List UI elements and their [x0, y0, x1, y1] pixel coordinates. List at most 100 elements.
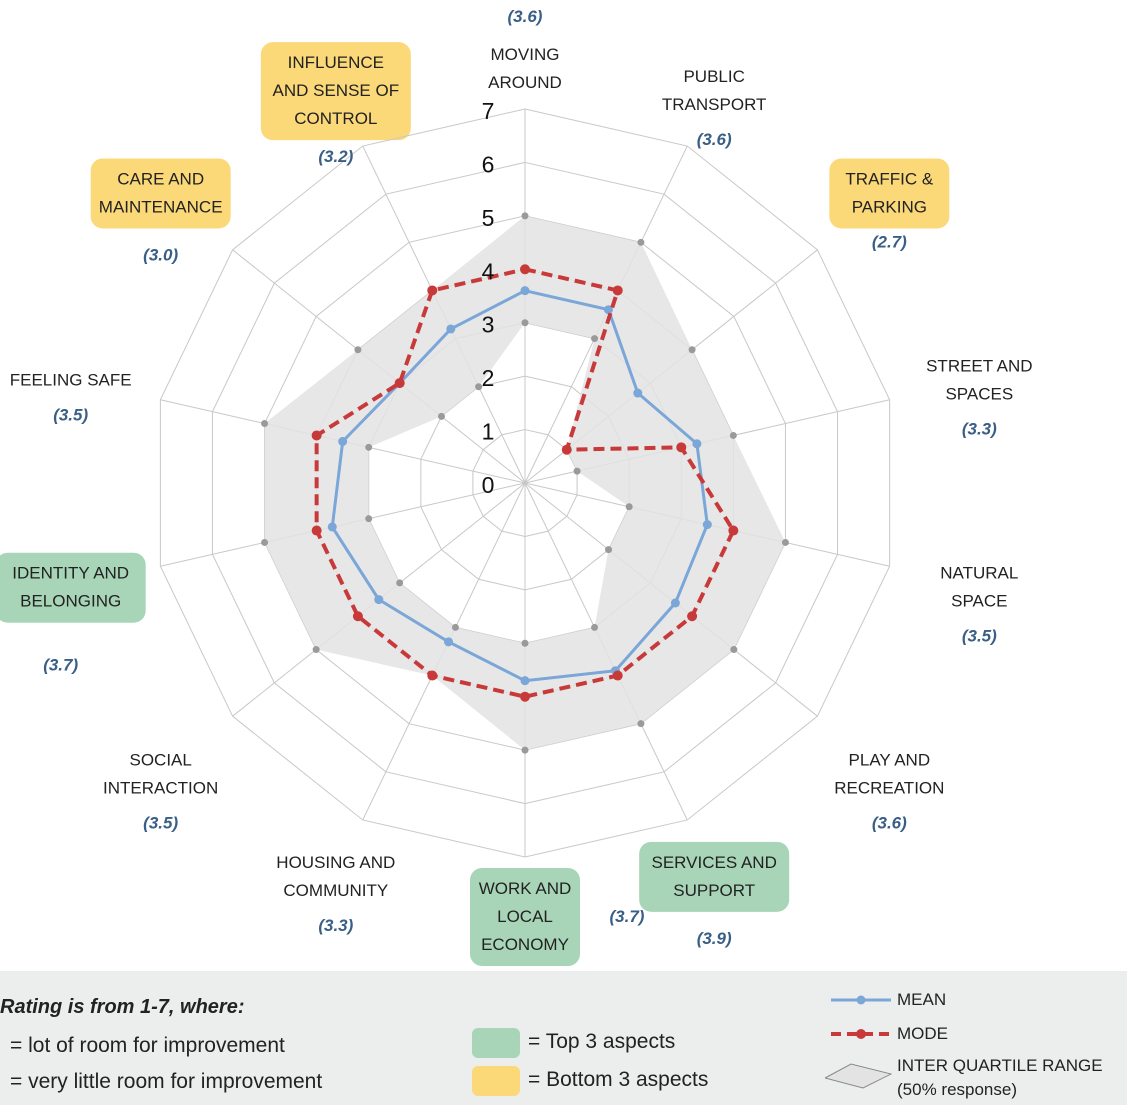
bottom3-highlight-box	[829, 158, 950, 229]
iqr-legend-text-1: INTER QUARTILE RANGE	[897, 1056, 1103, 1075]
iqr-lower-point	[591, 623, 599, 631]
category-label: INTERACTION	[103, 779, 218, 798]
iqr-lower-point	[625, 503, 633, 511]
iqr-upper-point	[521, 212, 529, 220]
top3-highlight-box	[470, 868, 580, 966]
mean-legend-marker	[856, 995, 866, 1005]
category-score: (3.6)	[508, 7, 543, 26]
axis-tick-label: 4	[482, 258, 495, 284]
category-label: AND SENSE OF	[273, 81, 400, 100]
mode-point	[520, 691, 530, 702]
iqr-upper-point	[729, 431, 737, 439]
mode-point	[687, 611, 698, 622]
top3-swatch	[472, 1028, 520, 1058]
iqr-upper-point	[637, 238, 645, 246]
category-label: NATURAL	[940, 564, 1018, 583]
category-label: TRAFFIC &	[845, 169, 933, 188]
mean-point	[327, 522, 337, 532]
iqr-lower-point	[365, 515, 373, 523]
rating-scale-title: Rating is from 1-7, where:	[0, 996, 245, 1018]
category-label: SUPPORT	[673, 881, 755, 900]
axis-tick-label: 0	[482, 472, 495, 498]
category-score: (3.3)	[962, 419, 997, 438]
mode-point	[520, 264, 530, 275]
category-label: SPACE	[951, 592, 1007, 611]
mode-point	[561, 444, 572, 455]
iqr-lower-point	[475, 383, 483, 391]
rating-high-text: = very little room for improvement	[10, 1070, 323, 1093]
mode-point	[728, 525, 739, 536]
category-score: (3.5)	[143, 814, 178, 833]
category-label: SOCIAL	[129, 751, 191, 770]
mean-point	[338, 436, 348, 446]
mean-legend-text: MEAN	[897, 990, 947, 1009]
category-label: BELONGING	[20, 592, 121, 611]
axis-tick-label: 5	[482, 205, 495, 231]
category-score: (3.5)	[53, 405, 88, 424]
iqr-legend-swatch	[825, 1063, 893, 1089]
category-label: RECREATION	[834, 779, 944, 798]
mode-legend-text: MODE	[897, 1024, 948, 1043]
top3-legend-text: = Top 3 aspects	[528, 1030, 676, 1053]
category-label: MAINTENANCE	[99, 197, 223, 216]
category-label: ECONOMY	[481, 935, 569, 954]
iqr-legend-text-2: (50% response)	[897, 1080, 1018, 1099]
iqr-lower-point	[365, 443, 373, 451]
category-label: PARKING	[852, 197, 927, 216]
mean-point	[444, 637, 454, 647]
category-label: SPACES	[945, 384, 1013, 403]
mode-point	[676, 442, 687, 453]
bottom3-swatch	[472, 1066, 520, 1096]
category-label: INFLUENCE	[288, 53, 384, 72]
iqr-upper-point	[730, 646, 738, 654]
axis-tick-label: 3	[482, 312, 495, 338]
mean-point	[670, 598, 680, 608]
iqr-upper-point	[521, 746, 529, 754]
axis-tick-label: 2	[482, 365, 495, 391]
category-label: PUBLIC	[683, 67, 744, 86]
top3-highlight-box	[0, 552, 146, 623]
iqr-lower-point	[521, 639, 529, 647]
category-label: CARE AND	[117, 169, 204, 188]
radar-chart: 0 1 2 3 4 5 6 7 MOVING AROUND (3.6) PUBLIC TRANSPOR…	[0, 7, 1033, 966]
category-score: (3.9)	[697, 929, 732, 948]
category-score: (3.6)	[697, 130, 732, 149]
mean-point	[603, 305, 613, 315]
category-label: AROUND	[488, 73, 562, 92]
category-label: LOCAL	[497, 907, 553, 926]
category-label: FEELING SAFE	[10, 370, 132, 389]
rating-low-text: = lot of room for improvement	[10, 1034, 285, 1057]
series-legend-markers	[825, 995, 893, 1089]
mode-point	[352, 611, 363, 622]
category-score: (3.7)	[610, 907, 645, 926]
iqr-upper-point	[312, 646, 320, 654]
category-label: CONTROL	[294, 109, 377, 128]
axis-tick-label: 1	[482, 419, 495, 445]
category-label: HOUSING AND	[276, 853, 395, 872]
iqr-area	[264, 215, 786, 751]
mode-point	[612, 285, 623, 296]
category-score: (3.5)	[962, 627, 997, 646]
iqr-lower-point	[396, 579, 404, 587]
mean-point	[520, 676, 530, 686]
category-score: (3.0)	[143, 245, 178, 264]
category-label: PLAY AND	[849, 751, 931, 770]
category-label: SERVICES AND	[652, 853, 777, 872]
axis-tick-label: 7	[482, 98, 495, 124]
category-score: (3.2)	[318, 147, 353, 166]
mean-point	[692, 439, 702, 449]
mean-point	[633, 388, 643, 398]
category-label: TRANSPORT	[662, 95, 767, 114]
category-score: (3.3)	[318, 916, 353, 935]
category-label: WORK AND	[479, 879, 572, 898]
bottom3-highlight-box	[260, 42, 411, 141]
mean-point	[446, 324, 456, 334]
iqr-upper-point	[261, 538, 269, 546]
top3-highlight-box	[639, 841, 790, 912]
iqr-lower-point	[451, 623, 459, 631]
mean-point	[374, 595, 384, 605]
axis-tick-label: 6	[482, 151, 495, 177]
bottom3-legend-text: = Bottom 3 aspects	[528, 1068, 709, 1091]
iqr-lower-point	[437, 412, 445, 420]
mode-legend-marker	[856, 1029, 866, 1039]
